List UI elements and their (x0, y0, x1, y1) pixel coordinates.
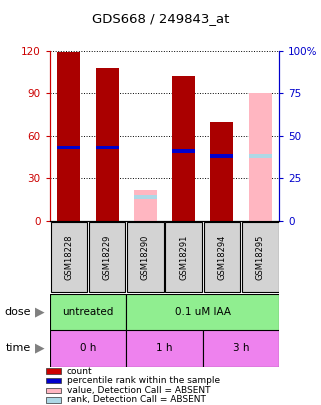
Text: untreated: untreated (62, 307, 114, 317)
Text: GSM18290: GSM18290 (141, 234, 150, 280)
FancyBboxPatch shape (242, 222, 279, 292)
FancyBboxPatch shape (165, 222, 202, 292)
Text: ▶: ▶ (35, 305, 45, 318)
Text: GSM18295: GSM18295 (256, 234, 265, 280)
Bar (211, 122, 233, 221)
Text: count: count (67, 367, 92, 376)
Bar (46, 397, 61, 403)
Bar (211, 154, 233, 158)
Text: GSM18228: GSM18228 (65, 234, 74, 280)
Text: 1 h: 1 h (156, 343, 173, 353)
Bar (46, 388, 61, 393)
Text: GDS668 / 249843_at: GDS668 / 249843_at (92, 12, 229, 25)
Text: 0.1 uM IAA: 0.1 uM IAA (175, 307, 231, 317)
FancyBboxPatch shape (50, 222, 87, 292)
FancyBboxPatch shape (89, 222, 126, 292)
Bar (172, 76, 195, 221)
Text: 3 h: 3 h (233, 343, 249, 353)
FancyBboxPatch shape (126, 294, 279, 330)
Bar (57, 52, 80, 221)
FancyBboxPatch shape (127, 222, 164, 292)
Text: percentile rank within the sample: percentile rank within the sample (67, 376, 220, 385)
FancyBboxPatch shape (50, 330, 126, 367)
Text: GSM18291: GSM18291 (179, 234, 188, 280)
Bar (46, 369, 61, 374)
Text: value, Detection Call = ABSENT: value, Detection Call = ABSENT (67, 386, 211, 395)
Bar (96, 146, 119, 149)
Text: GSM18229: GSM18229 (103, 234, 112, 280)
Bar (96, 68, 119, 221)
Text: 0 h: 0 h (80, 343, 96, 353)
Bar (57, 146, 80, 149)
FancyBboxPatch shape (204, 222, 240, 292)
Text: time: time (5, 343, 30, 353)
FancyBboxPatch shape (50, 294, 126, 330)
Bar (249, 154, 272, 158)
Bar (134, 195, 157, 199)
Text: GSM18294: GSM18294 (217, 234, 226, 280)
Bar (172, 149, 195, 153)
Text: ▶: ▶ (35, 342, 45, 355)
Bar (46, 378, 61, 384)
FancyBboxPatch shape (203, 330, 279, 367)
FancyBboxPatch shape (126, 330, 203, 367)
Text: dose: dose (4, 307, 30, 317)
Bar (134, 190, 157, 221)
Text: rank, Detection Call = ABSENT: rank, Detection Call = ABSENT (67, 396, 206, 405)
Bar (249, 93, 272, 221)
